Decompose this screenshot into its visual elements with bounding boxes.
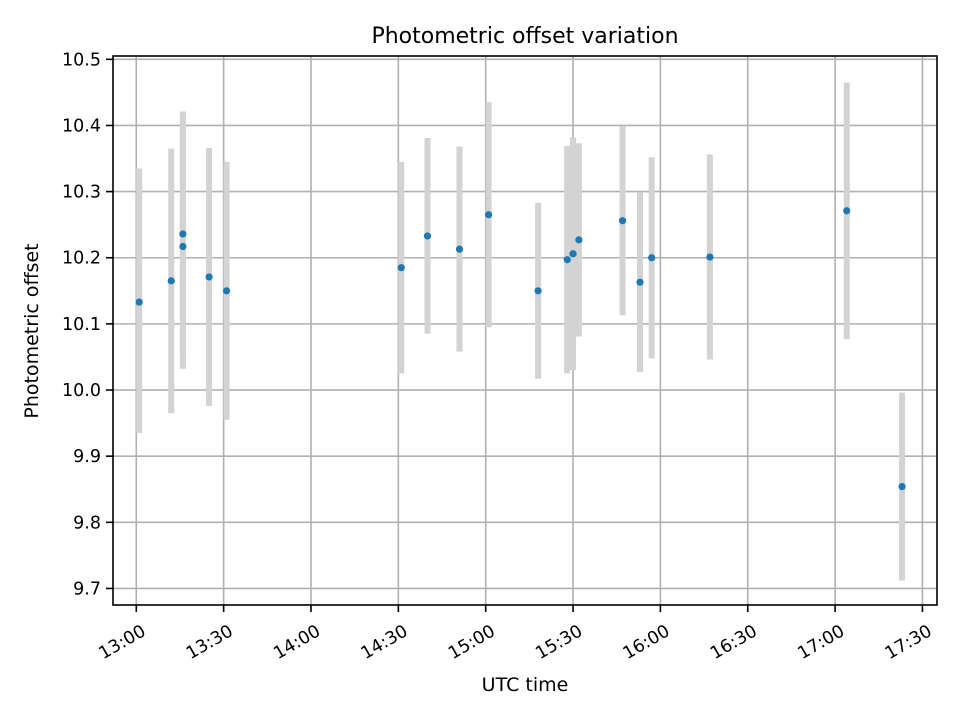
x-tick-label: 15:00 — [445, 621, 499, 664]
data-point — [843, 207, 851, 215]
error-bars — [136, 82, 906, 581]
data-point — [205, 273, 213, 281]
x-tick-label: 17:30 — [882, 621, 936, 664]
data-point — [167, 277, 175, 285]
x-tick-label: 16:30 — [707, 621, 761, 664]
axis-ticks: 13:00 13:30 14:00 14:30 15:00 15:30 16:00 16:30… — [62, 50, 935, 664]
data-point — [179, 242, 187, 251]
data-point — [455, 245, 464, 253]
y-tick-label: 9.8 — [73, 513, 101, 533]
data-point — [898, 483, 906, 491]
data-point — [423, 232, 432, 240]
data-point — [569, 250, 577, 258]
x-tick-label: 14:30 — [358, 621, 412, 664]
y-tick-label: 10.2 — [62, 249, 101, 269]
x-tick-label: 13:30 — [183, 621, 237, 664]
data-point — [397, 264, 405, 272]
x-tick-label: 13:00 — [96, 621, 150, 664]
data-point — [534, 287, 542, 295]
data-point — [485, 211, 493, 219]
data-point — [648, 254, 656, 262]
data-points — [135, 207, 906, 491]
y-tick-label: 10.0 — [62, 381, 101, 401]
x-tick-label: 14:00 — [270, 621, 324, 664]
y-axis-label: Photometric offset — [21, 243, 43, 418]
y-tick-label: 9.7 — [73, 579, 101, 599]
data-point — [179, 230, 187, 238]
grid-lines — [113, 56, 937, 605]
y-tick-label: 9.9 — [73, 447, 101, 467]
data-point — [575, 236, 583, 244]
y-tick-label: 10.4 — [62, 116, 101, 136]
data-point — [618, 217, 627, 225]
y-tick-label: 10.1 — [62, 315, 101, 335]
y-tick-label: 10.5 — [62, 50, 101, 70]
data-point — [636, 278, 644, 286]
x-tick-label: 16:00 — [620, 621, 674, 664]
chart-title: Photometric offset variation — [371, 24, 678, 49]
data-point — [563, 256, 571, 264]
data-point — [222, 287, 231, 295]
data-point — [135, 298, 143, 306]
x-tick-label: 15:30 — [532, 621, 586, 664]
x-axis-label: UTC time — [482, 674, 569, 696]
data-point — [706, 253, 714, 261]
plot-frame — [112, 55, 938, 606]
x-tick-label: 17:00 — [794, 621, 848, 664]
y-tick-label: 10.3 — [62, 183, 101, 203]
